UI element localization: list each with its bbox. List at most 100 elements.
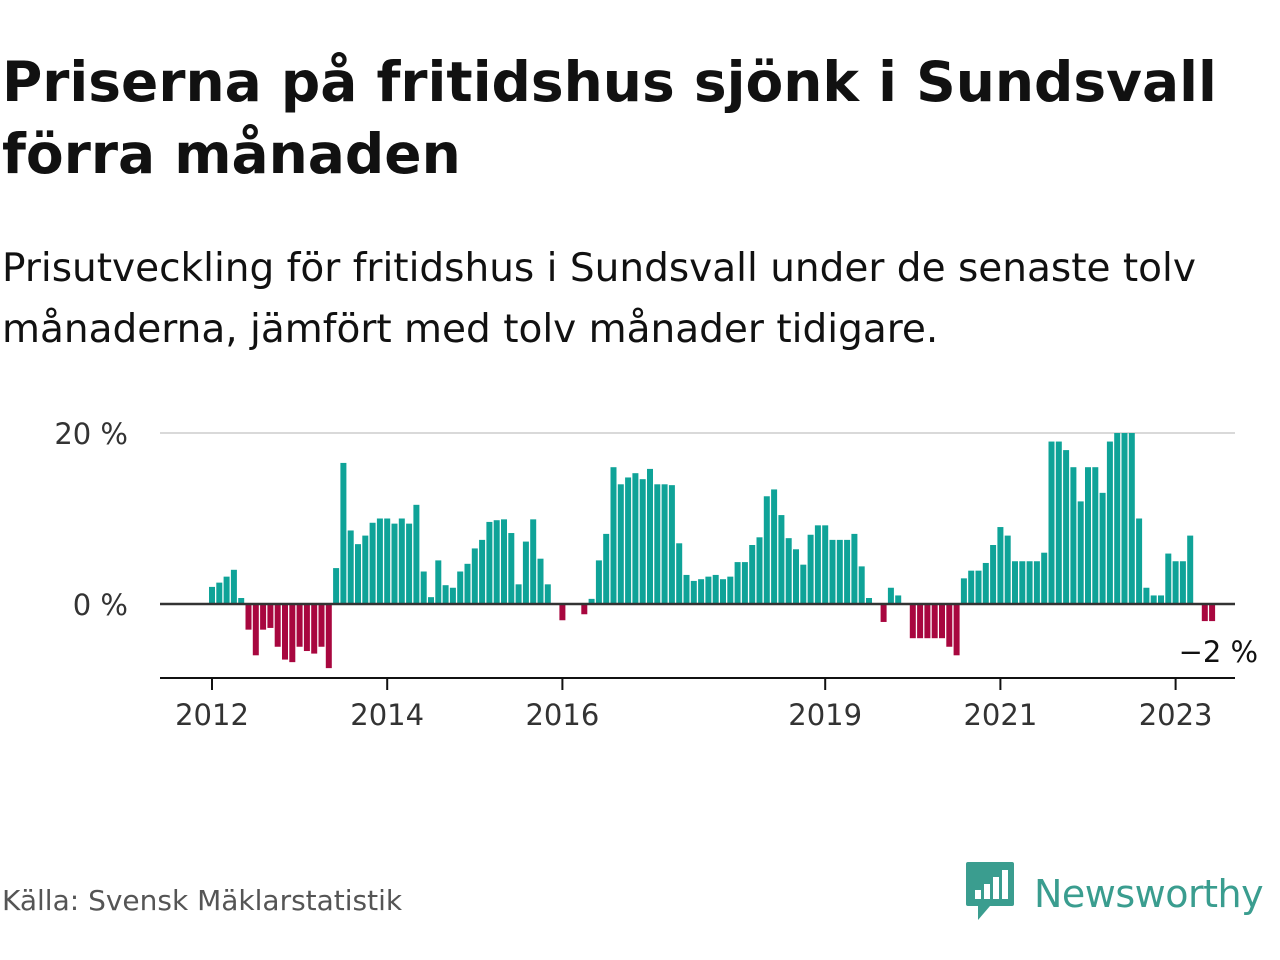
bar [457, 571, 464, 604]
bar [917, 604, 924, 639]
bar [785, 538, 792, 604]
bar [895, 595, 902, 604]
bar [632, 473, 639, 604]
y-tick-label: 20 % [54, 417, 128, 451]
bar [639, 479, 646, 604]
bar [537, 558, 544, 605]
bar [384, 518, 391, 604]
bar [727, 576, 734, 604]
bar [1055, 441, 1062, 604]
brand-logo[interactable]: Newsworthy [964, 860, 1264, 928]
bar [866, 598, 872, 604]
bar [1136, 518, 1143, 604]
bar [369, 522, 376, 604]
bar [909, 604, 916, 639]
bar [720, 579, 726, 604]
x-tick-label: 2012 [175, 698, 249, 732]
bar [997, 527, 1004, 604]
bar [953, 604, 960, 656]
source-note: Källa: Svensk Mäklarstatistik [2, 884, 403, 917]
bar [676, 543, 683, 604]
bar [428, 597, 434, 604]
bar [1150, 595, 1157, 604]
bar [1187, 535, 1194, 604]
bar [771, 489, 778, 604]
bar [501, 519, 507, 604]
bar [625, 477, 632, 604]
bar [252, 604, 259, 656]
bar [814, 525, 821, 604]
last-value-label: −2 % [1179, 635, 1259, 669]
bar [347, 530, 354, 604]
brand-name: Newsworthy [1034, 872, 1264, 916]
bar [756, 537, 763, 604]
bar [939, 604, 945, 639]
bar [420, 571, 427, 604]
bar [355, 544, 361, 604]
bar [698, 579, 705, 604]
bar [559, 604, 566, 621]
bar [1158, 595, 1164, 604]
bar [829, 539, 836, 605]
bar [260, 604, 267, 630]
bar [1172, 561, 1179, 604]
bar [296, 604, 303, 647]
bar [690, 580, 697, 604]
bar [763, 496, 770, 604]
bar [661, 484, 668, 604]
bar [1041, 552, 1048, 604]
bar [289, 604, 296, 663]
bar [975, 570, 982, 604]
bar [340, 462, 347, 604]
y-tick-label: 0 % [73, 588, 128, 622]
bar [683, 574, 690, 604]
bar [887, 587, 894, 604]
bar [617, 484, 624, 604]
newsworthy-logo-icon [964, 860, 1016, 928]
bar [522, 541, 529, 604]
bar [318, 604, 325, 647]
bar [530, 519, 537, 604]
bar [1019, 561, 1026, 604]
bar [705, 576, 712, 604]
bar [968, 570, 975, 604]
bar [668, 485, 675, 604]
x-tick-label: 2016 [525, 698, 599, 732]
bar [1026, 561, 1033, 604]
bar [267, 604, 274, 628]
bar [581, 604, 588, 615]
bar [413, 504, 420, 604]
bar [588, 598, 595, 604]
bar [1143, 587, 1150, 604]
bar [238, 598, 245, 604]
bar [515, 584, 522, 604]
bar [325, 604, 332, 669]
bar [1106, 441, 1113, 604]
bar [990, 545, 997, 604]
bar [924, 604, 931, 639]
bar [822, 525, 829, 604]
bar [406, 523, 413, 604]
bar [209, 586, 215, 604]
bar [749, 545, 756, 604]
bar [1077, 501, 1084, 604]
bar [223, 576, 230, 604]
bar [741, 562, 748, 604]
chart-title: Priserna på fritidshus sjönk i Sundsvall… [2, 50, 1217, 186]
bar [982, 562, 989, 604]
bar [1209, 604, 1216, 622]
bar [807, 534, 814, 605]
bar [333, 568, 340, 604]
bar [1121, 433, 1128, 604]
bar [654, 484, 661, 604]
bar [493, 520, 500, 604]
bar [851, 533, 858, 604]
bar [880, 604, 887, 622]
x-tick-label: 2023 [1139, 698, 1213, 732]
bar [362, 535, 369, 604]
bar [435, 560, 442, 604]
bar [1063, 450, 1070, 604]
bar [1033, 561, 1040, 604]
bar [1114, 433, 1121, 604]
bar [1179, 561, 1186, 604]
